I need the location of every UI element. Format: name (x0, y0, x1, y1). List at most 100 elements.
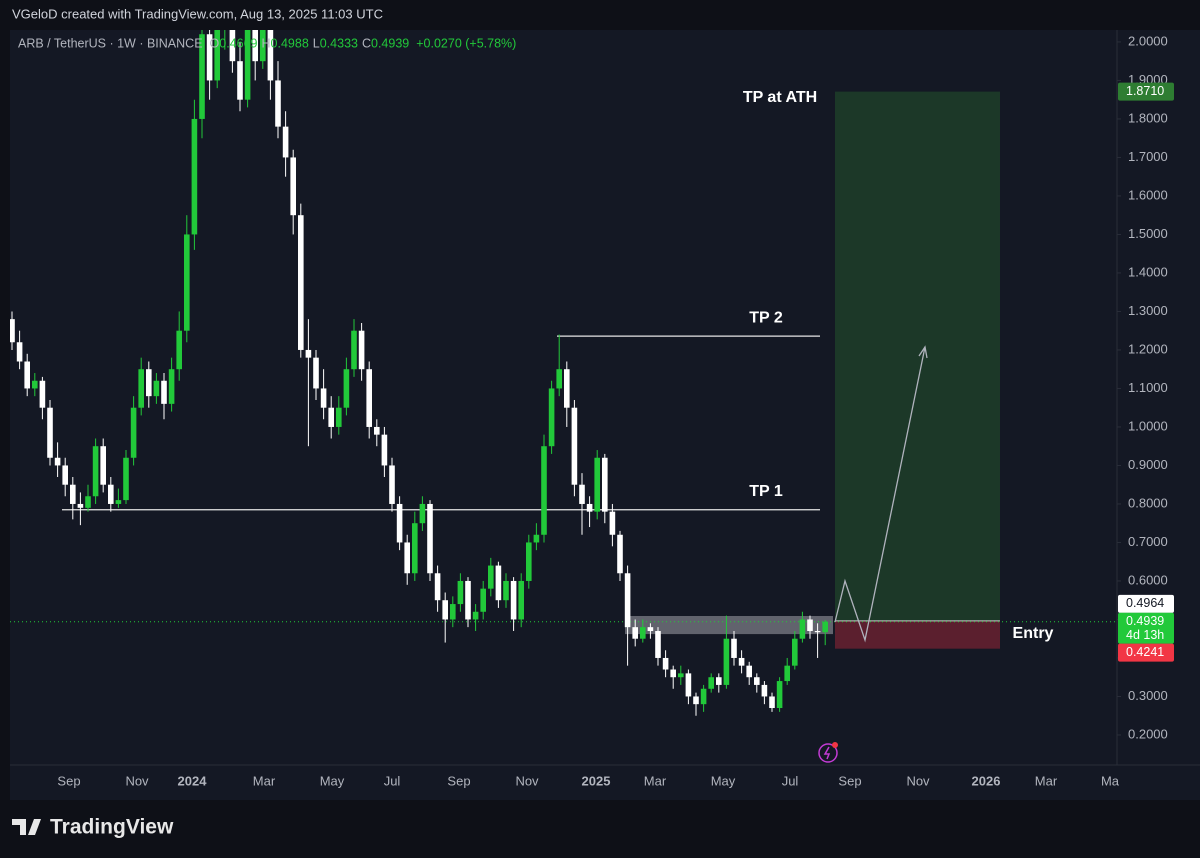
candle-body (176, 330, 182, 370)
candle-body (776, 681, 783, 709)
candle-body (700, 688, 707, 705)
header: VGeloD created with TradingView.com, Aug… (12, 6, 383, 21)
candle-body (746, 665, 752, 678)
candle-body (244, 30, 251, 100)
level-label: TP 2 (749, 309, 783, 326)
candle-body (260, 30, 266, 62)
candle-body (100, 446, 106, 485)
candle-body (290, 157, 296, 216)
candle-body (130, 407, 137, 458)
candle-body (571, 407, 578, 485)
candle-body (32, 380, 38, 389)
plot-background (10, 30, 1200, 800)
symbol-title: ARB / TetherUS · 1W · BINANCE (18, 36, 203, 50)
entry-price-label: 0.4964 (1126, 596, 1164, 610)
x-tick-label: Nov (515, 773, 539, 788)
candle-body (92, 446, 99, 497)
candle-body (632, 627, 638, 639)
target-price-label-box (1118, 82, 1174, 101)
candle-body (343, 369, 350, 408)
candle-body (62, 465, 68, 485)
x-tick-label: Mar (644, 773, 667, 788)
candle-body (510, 580, 517, 620)
arrow-head (918, 345, 928, 359)
candle-body (229, 30, 236, 62)
candle-body (814, 631, 821, 633)
candle-body (366, 369, 372, 427)
candle-body (472, 611, 479, 620)
candle-body (434, 573, 441, 601)
y-tick-label: 1.7000 (1128, 149, 1168, 164)
candle-body (206, 34, 213, 81)
x-tick-label: Sep (57, 773, 80, 788)
candle-body (640, 627, 646, 639)
candle-body (708, 677, 714, 689)
candle-body (374, 426, 380, 435)
candle-body (313, 357, 319, 389)
y-tick-label: 1.3000 (1128, 303, 1168, 318)
candle-body (503, 580, 509, 601)
candle-body (579, 484, 585, 504)
legend-label: C (362, 36, 371, 50)
x-tick-label: Jul (782, 773, 799, 788)
footer-brand: TradingView (50, 816, 174, 839)
candle-body (24, 361, 30, 389)
candle-body (77, 503, 84, 508)
legend-value: 0.4669 (219, 36, 257, 50)
x-tick-label: May (711, 773, 736, 788)
y-tick-label: 1.1000 (1128, 380, 1168, 395)
candle-body (723, 638, 730, 685)
candle-body (670, 669, 676, 678)
y-tick-label: 1.2000 (1128, 341, 1168, 356)
candle-body (799, 619, 806, 639)
candle-body (282, 126, 289, 158)
x-tick-label: Mar (253, 773, 276, 788)
x-tick-label: Sep (838, 773, 861, 788)
candle-body (153, 380, 160, 397)
y-tick-label: 0.6000 (1128, 572, 1168, 587)
candle-body (678, 673, 684, 678)
candle-body (267, 30, 274, 81)
candle-body (754, 677, 760, 685)
candle-body (305, 349, 312, 358)
target-text: TP at ATH (743, 89, 817, 106)
candle-body (655, 631, 661, 658)
x-tick-label: May (320, 773, 345, 788)
candle-body (602, 457, 608, 512)
x-tick-label: 2026 (972, 773, 1001, 788)
candle-body (351, 330, 357, 370)
legend-label: O (210, 36, 220, 50)
x-tick-label: Nov (906, 773, 930, 788)
legend-label: H (262, 36, 271, 50)
y-tick-label: 1.5000 (1128, 226, 1168, 241)
candle-body (769, 696, 775, 709)
y-tick-label: 0.9000 (1128, 457, 1168, 472)
candle-body (214, 30, 220, 81)
candle-body (624, 573, 631, 628)
candle-body (807, 619, 813, 632)
x-tick-label: Sep (447, 773, 470, 788)
stop-box (835, 620, 1000, 649)
candle-body (191, 118, 198, 235)
candle-body (617, 534, 623, 574)
candle-body (792, 638, 798, 666)
candle-body (594, 457, 600, 512)
candle-body (381, 434, 388, 466)
candle-body (533, 534, 540, 543)
candle-body (252, 30, 258, 62)
legend-value: 0.4333 (320, 36, 358, 50)
candle-body (427, 503, 433, 574)
candle-body (39, 380, 46, 408)
candle-body (108, 484, 114, 504)
candle-body (738, 657, 745, 666)
candle-body (123, 457, 129, 501)
plot (10, 30, 1117, 716)
legend-value: 0.4939 (371, 36, 409, 50)
level-label: TP 1 (749, 483, 783, 500)
replay-icon (818, 742, 838, 763)
candle-body (662, 657, 669, 670)
candle-body (138, 369, 144, 408)
candle-body (16, 342, 23, 362)
candle-body (10, 319, 15, 343)
